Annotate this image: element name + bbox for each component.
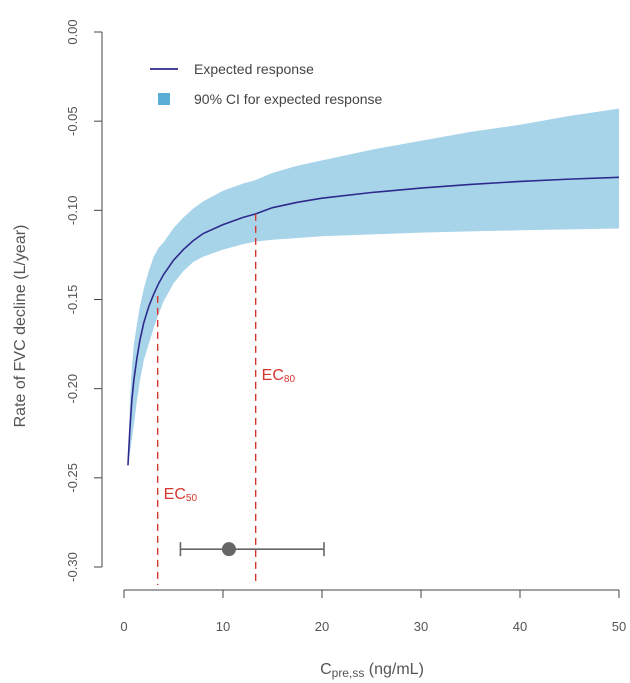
ec80-label: EC80 <box>262 367 296 385</box>
legend: Expected response 90% CI for expected res… <box>150 61 383 107</box>
expected-response-layer <box>127 176 620 466</box>
ci-band <box>127 108 620 466</box>
legend-band-swatch <box>158 93 170 105</box>
y-axis-title: Rate of FVC decline (L/year) <box>12 225 29 428</box>
ec50-label: EC50 <box>164 486 198 504</box>
axes: 0 10 20 30 40 50 0.00 -0.05 -0.10 -0.15 -0.20 -0.25… <box>12 19 626 680</box>
ec-lines-layer: EC50 EC80 <box>156 213 296 585</box>
x-tick-label: 10 <box>216 619 230 634</box>
legend-label-expected: Expected response <box>194 61 314 77</box>
interval-point <box>221 542 236 557</box>
y-tick-label: -0.20 <box>65 374 80 404</box>
y-tick-label: -0.10 <box>65 196 80 226</box>
y-tick-label: -0.05 <box>65 106 80 136</box>
x-tick-label: 30 <box>414 619 428 634</box>
x-tick-label: 50 <box>612 619 626 634</box>
expected-response-line <box>127 176 620 466</box>
x-axis-title: Cpre,ss (ng/mL) <box>320 661 424 680</box>
interval-layer <box>179 542 325 557</box>
y-tick-label: -0.25 <box>65 463 80 493</box>
y-tick-label: -0.15 <box>65 285 80 315</box>
legend-label-ci: 90% CI for expected response <box>194 91 383 107</box>
y-tick-label: 0.00 <box>65 19 80 44</box>
y-tick-label: -0.30 <box>65 552 80 582</box>
x-tick-label: 20 <box>315 619 329 634</box>
ci-band-layer <box>127 108 620 466</box>
x-tick-label: 0 <box>120 619 127 634</box>
x-tick-label: 40 <box>513 619 527 634</box>
